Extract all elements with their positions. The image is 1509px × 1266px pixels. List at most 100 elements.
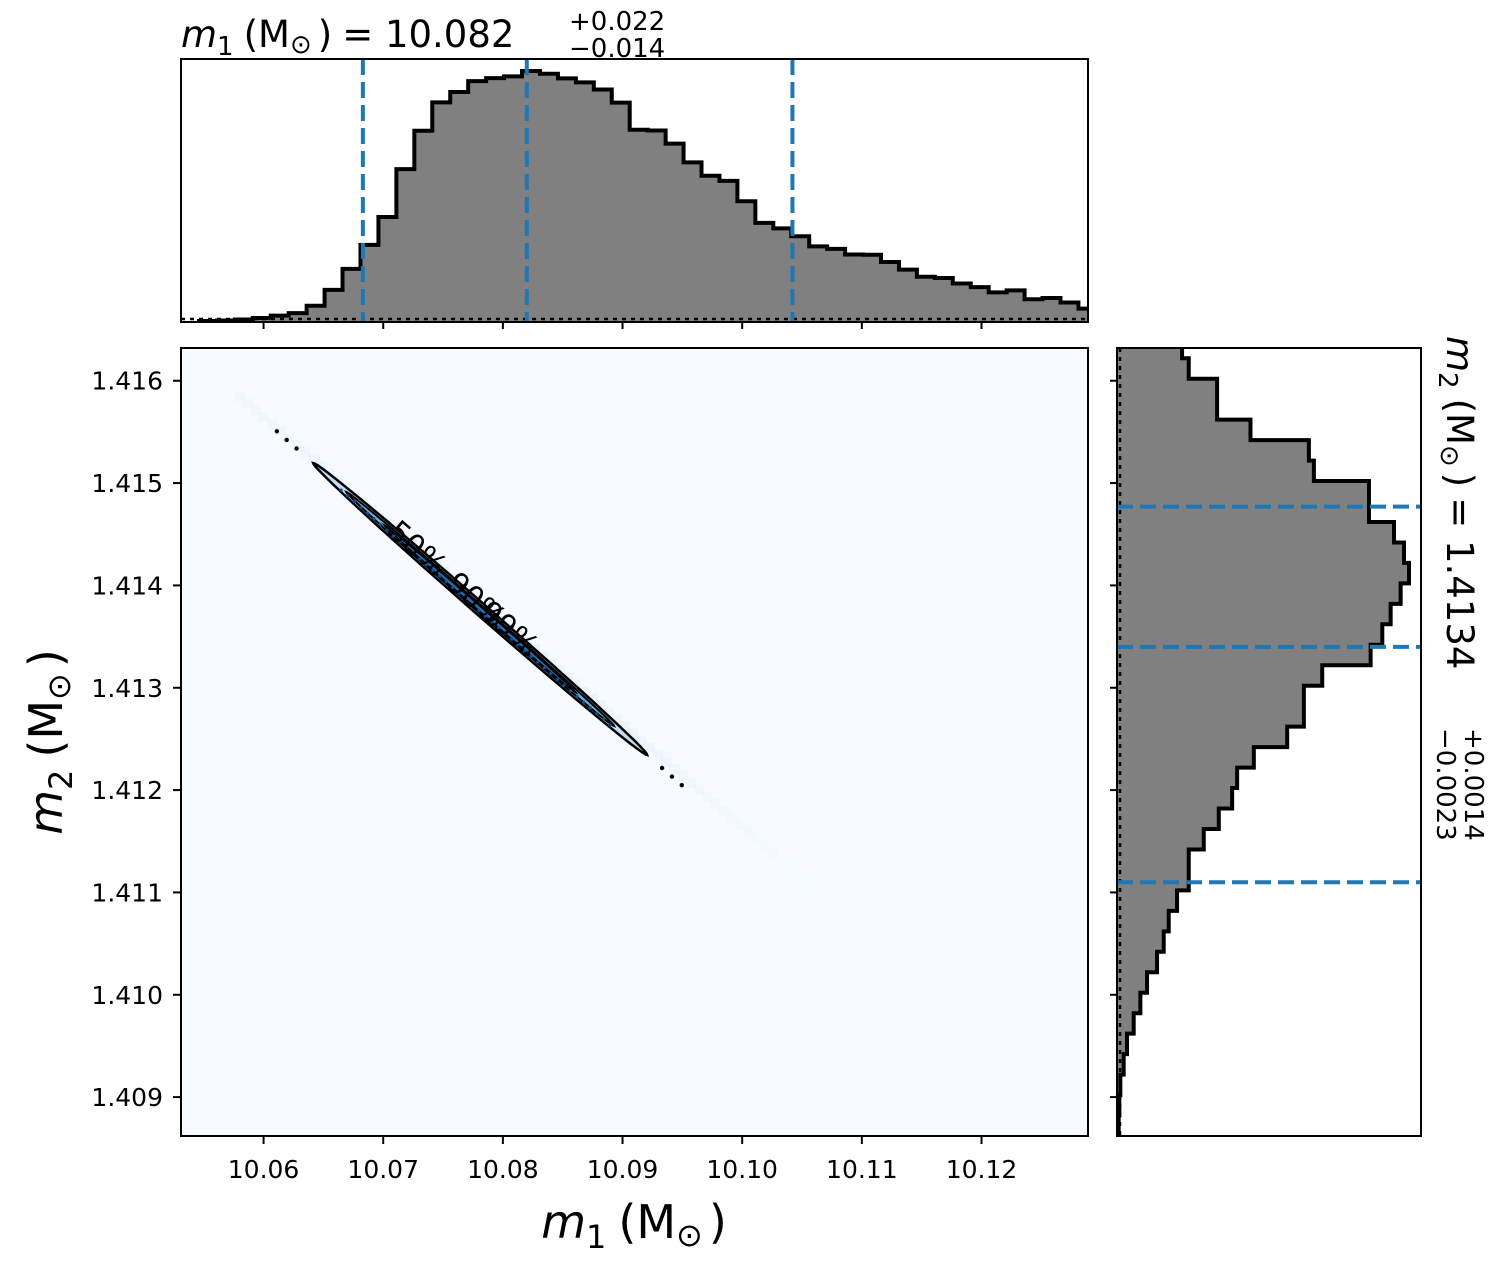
m2-hist-bar <box>1117 399 1218 421</box>
m2-hist-bar <box>1117 256 1132 277</box>
density-sample <box>523 648 527 653</box>
m1-hist-bar <box>1078 308 1088 322</box>
m1-hist-bar <box>522 71 541 322</box>
density-sample <box>516 643 520 647</box>
m2-hist-bar <box>1117 113 1119 134</box>
m1-hist-bar <box>988 292 1008 322</box>
density-sample <box>398 540 402 544</box>
y-tick-label: 1.414 <box>91 571 163 600</box>
top-title: m1 (M⊙) = 10.082 <box>181 13 514 62</box>
density-sample <box>510 637 514 641</box>
m2-hist-bar <box>1117 542 1404 564</box>
density-sample <box>555 677 560 681</box>
m1-hist-bar <box>378 216 397 322</box>
outlier-dot <box>659 765 665 771</box>
density-cell <box>283 433 294 444</box>
m2-hist-bar <box>1117 154 1120 175</box>
density-cell <box>767 848 778 859</box>
density-sample <box>536 660 540 664</box>
outlier-dot <box>679 782 684 788</box>
m1-hist-bar <box>1168 318 1186 322</box>
m1-hist-bar <box>683 162 703 322</box>
m1-hist-bar <box>1186 319 1204 322</box>
m2-hist-bar <box>1117 849 1189 871</box>
m2-histogram-frame <box>1116 347 1422 1137</box>
m2-hist-bar <box>1117 174 1122 195</box>
m1-hist-bar <box>414 130 433 322</box>
density-cell <box>784 862 795 873</box>
density-sample <box>411 551 415 555</box>
outlier-dot <box>284 437 289 443</box>
m1-hist-bar <box>1132 315 1150 322</box>
density-cell <box>628 728 639 739</box>
density-cell <box>242 398 253 409</box>
m1-hist-bar <box>1222 320 1240 322</box>
m2-hist-bar <box>1117 215 1129 236</box>
m1-hist-bar <box>1258 321 1276 322</box>
m2-hist-bar <box>1117 644 1371 666</box>
m1-hist-bar <box>629 129 649 322</box>
m2-hist-bar <box>1117 910 1169 932</box>
density-sample <box>378 522 383 527</box>
m2-hist-bar <box>1117 685 1304 707</box>
m2-hist-bar <box>1117 358 1189 380</box>
m1-hist-bar <box>557 78 577 322</box>
density-sample <box>470 603 474 607</box>
density-sample <box>595 712 599 716</box>
density-cell <box>677 770 688 781</box>
density-sample <box>431 568 435 572</box>
m1-hist-bar <box>1204 319 1222 322</box>
m1-hist-bar <box>880 262 900 322</box>
m2-hist-bar <box>1117 1054 1124 1076</box>
density-sample <box>339 488 343 492</box>
density-cell <box>735 820 746 831</box>
m2-hist-bar <box>1117 521 1394 543</box>
density-cell <box>595 700 606 711</box>
density-cell <box>292 440 303 451</box>
density-cell <box>267 419 278 430</box>
y-tick-label: 1.411 <box>91 878 163 907</box>
m1-hist-bar <box>863 254 882 322</box>
x-tick-label: 10.06 <box>228 1155 300 1184</box>
x-tick-label: 10.07 <box>347 1155 419 1184</box>
y-tick-label: 1.415 <box>91 469 163 498</box>
density-cell <box>587 693 598 704</box>
density-cell <box>316 461 327 472</box>
x-tick-label: 10.08 <box>467 1155 539 1184</box>
density-cell <box>710 798 721 809</box>
density-cell <box>661 756 672 767</box>
m2-hist-bar <box>1117 440 1309 462</box>
density-sample <box>569 689 573 693</box>
density-sample <box>385 528 389 532</box>
m1-hist-bar <box>1024 299 1044 322</box>
x-tick-label: 10.11 <box>826 1155 898 1184</box>
m2-hist-bar <box>1117 1033 1128 1055</box>
m1-hist-bar <box>306 305 326 322</box>
density-cell <box>669 763 680 774</box>
m1-hist-bar <box>611 102 631 322</box>
m1-hist-bar <box>719 180 738 322</box>
m1-hist-bar <box>468 81 487 322</box>
density-sample <box>496 626 501 630</box>
density-sample <box>601 717 606 721</box>
density-sample <box>457 591 461 595</box>
m1-hist-bar <box>701 175 720 322</box>
m1-hist-bar <box>1240 320 1258 322</box>
density-cell <box>571 679 582 690</box>
density-cell <box>636 735 647 746</box>
m1-hist-bar <box>324 289 344 322</box>
density-cell <box>718 805 729 816</box>
m1-hist-bar <box>1006 290 1026 322</box>
density-sample <box>418 557 422 561</box>
density-sample <box>464 597 468 601</box>
m1-hist-bar <box>539 73 559 322</box>
m1-hist-bar <box>450 92 469 322</box>
density-cell <box>653 749 664 760</box>
m2-hist-bar <box>1117 788 1233 810</box>
density-sample <box>346 494 350 498</box>
m1-hist-bar <box>486 78 505 322</box>
m2-hist-bar <box>1117 460 1314 482</box>
density-sample <box>549 671 553 676</box>
outlier-dot <box>669 774 675 779</box>
